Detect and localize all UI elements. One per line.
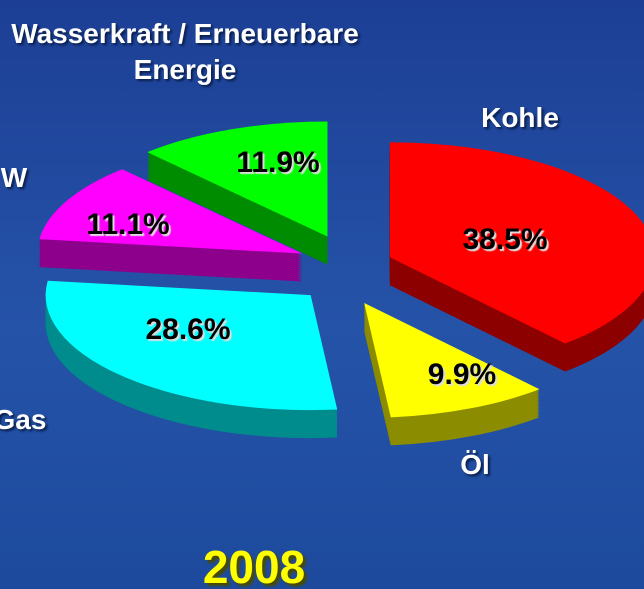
slice <box>389 142 644 344</box>
slice <box>364 302 540 418</box>
slice <box>45 280 338 411</box>
value-label: 9.9% <box>427 358 497 391</box>
category-label: Öl <box>460 449 490 480</box>
category-label: Gas <box>0 404 47 435</box>
category-label: Wasserkraft / Erneuerbare Energie <box>11 18 359 85</box>
value-label: 11.9% <box>236 146 320 179</box>
slice <box>147 121 328 237</box>
value-label: 38.5% <box>462 223 548 256</box>
category-label: Kohle <box>481 102 559 133</box>
category-label: W <box>0 162 28 193</box>
value-label: 11.1% <box>86 208 170 241</box>
chart-title: 2008 <box>202 541 306 589</box>
value-label: 28.6% <box>145 313 231 346</box>
slice <box>39 169 303 254</box>
